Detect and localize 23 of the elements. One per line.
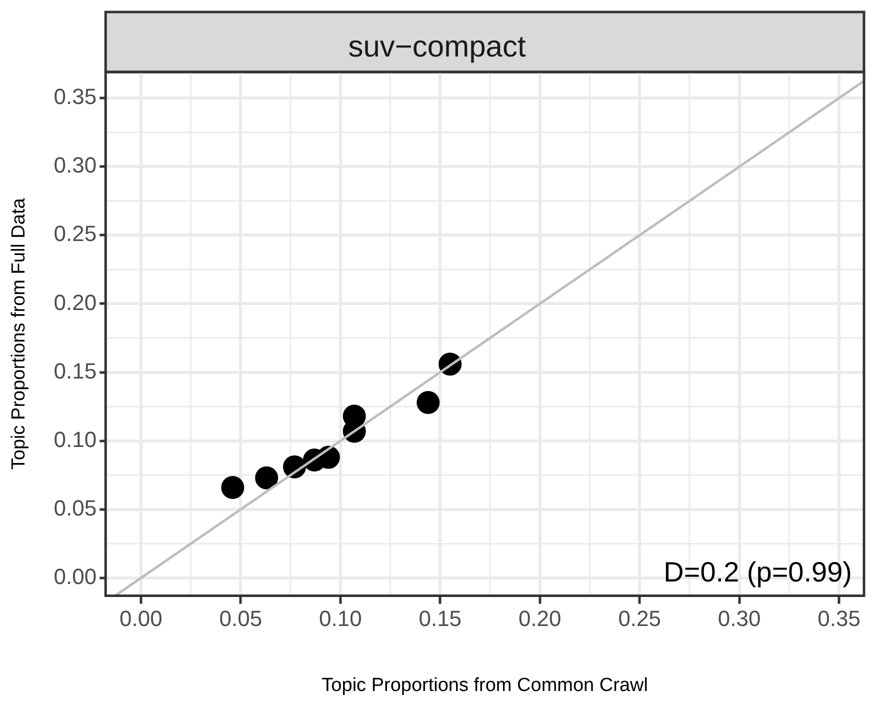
y-tick-label: 0.30 (54, 152, 97, 178)
y-tick-label: 0.15 (54, 358, 97, 384)
y-tick-label: 0.10 (54, 426, 97, 452)
y-tick-label: 0.20 (54, 290, 97, 315)
y-axis-title: Topic Proportions from Full Data (8, 198, 30, 470)
x-tick-label: 0.00 (120, 606, 162, 632)
chart-title: suv−compact (348, 30, 526, 64)
point (255, 466, 278, 490)
y-tick-label: 0.00 (54, 564, 97, 590)
x-tick-label: 0.30 (718, 606, 761, 632)
x-tick-label: 0.25 (618, 606, 662, 632)
x-tick-label: 0.05 (219, 606, 262, 632)
y-tick-label: 0.05 (54, 495, 97, 520)
y-tick-label: 0.35 (54, 84, 97, 110)
point (416, 390, 440, 414)
x-tick-label: 0.15 (418, 606, 462, 632)
annotation: D=0.2 (p=0.99) (664, 556, 852, 588)
x-tick-label: 0.35 (818, 606, 860, 632)
y-tick-label: 0.25 (54, 221, 97, 246)
x-tick-label: 0.10 (318, 606, 362, 632)
point (221, 476, 244, 499)
x-tick-label: 0.20 (518, 606, 562, 632)
x-axis-title: Topic Proportions from Common Crawl (322, 674, 648, 696)
